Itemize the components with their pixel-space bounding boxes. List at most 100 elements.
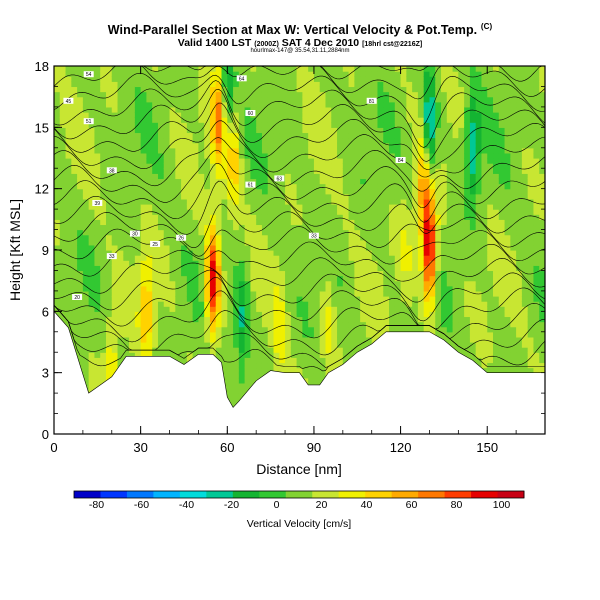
heat-cell [256, 239, 263, 246]
heat-cell [365, 285, 373, 292]
heat-cell [198, 321, 205, 328]
heat-cell [105, 127, 113, 134]
heat-cell [204, 265, 211, 272]
heat-cell [134, 132, 142, 139]
heat-cell [117, 209, 124, 215]
heat-cell [365, 234, 373, 241]
heat-cell [169, 336, 176, 343]
heat-cell [296, 183, 303, 190]
heat-cell [209, 290, 217, 297]
heat-cell [244, 270, 251, 277]
heat-cell [227, 137, 234, 144]
heat-cell [250, 352, 257, 358]
heat-cell [82, 101, 90, 108]
heat-cell [412, 204, 419, 210]
heat-cell [319, 326, 327, 333]
heat-cell [308, 214, 315, 220]
heat-cell [221, 301, 228, 307]
heat-cell [406, 239, 413, 246]
heat-cell [354, 147, 361, 154]
heat-cell [129, 270, 136, 277]
heat-cell [123, 336, 130, 343]
heat-cell [221, 367, 228, 374]
heat-cell [279, 152, 286, 159]
heat-cell [279, 275, 286, 282]
heat-cell [423, 219, 431, 226]
heat-cell [238, 250, 246, 256]
heat-cell [313, 81, 321, 88]
valid-forecast: [18hrl cst@2216Z] [362, 41, 423, 48]
heat-cell [227, 321, 234, 328]
heat-cell [267, 204, 275, 210]
heat-cell [446, 265, 454, 272]
heat-cell [371, 244, 379, 251]
heat-cell [54, 280, 61, 287]
heat-cell [175, 301, 182, 307]
heat-cell [406, 255, 413, 261]
heat-cell [441, 306, 448, 312]
heat-cell [215, 142, 223, 149]
heat-cell [175, 193, 182, 200]
heat-cell [238, 306, 246, 312]
heat-cell [82, 316, 90, 323]
heat-cell [348, 224, 355, 231]
heat-cell [157, 193, 165, 200]
heat-cell [417, 204, 425, 210]
heat-cell [267, 239, 275, 246]
heat-cell [163, 285, 171, 292]
heat-cell [175, 285, 182, 292]
heat-cell [308, 81, 315, 88]
heat-cell [129, 193, 136, 200]
heat-cell [290, 178, 298, 185]
heat-cell [360, 265, 367, 272]
heat-cell [227, 275, 234, 282]
heat-cell [88, 101, 96, 108]
heat-cell [348, 306, 355, 312]
chart-title-text: Wind-Parallel Section at Max W: Vertical… [107, 23, 478, 38]
heat-cell [435, 178, 442, 185]
heat-cell [337, 147, 344, 154]
heat-cell [290, 296, 298, 302]
heat-cell [429, 321, 436, 328]
heat-cell [296, 239, 303, 246]
heat-cell [215, 122, 223, 128]
heat-cell [134, 76, 142, 82]
heat-cell [441, 260, 448, 266]
heat-cell [308, 347, 315, 353]
heat-cell [441, 316, 448, 323]
heat-cell [186, 255, 194, 261]
heat-cell [146, 152, 153, 159]
heat-cell [302, 362, 309, 369]
heat-cell [123, 173, 130, 180]
heat-cell [82, 326, 90, 333]
heat-cell [319, 193, 327, 200]
heat-cell [175, 71, 182, 77]
heat-cell [371, 301, 379, 307]
heat-cell [412, 106, 419, 113]
heat-cell [117, 311, 124, 318]
heat-cell [296, 265, 303, 272]
heat-cell [100, 219, 107, 226]
heat-cell [111, 234, 119, 241]
heat-cell [302, 173, 309, 180]
heat-cell [129, 152, 136, 159]
heat-cell [441, 158, 448, 164]
heat-cell [227, 280, 234, 287]
heat-cell [377, 214, 384, 220]
heat-cell [111, 132, 119, 139]
heat-cell [157, 285, 165, 292]
heat-cell [423, 280, 431, 287]
heat-cell [209, 255, 217, 261]
heat-cell [146, 193, 153, 200]
heat-cell [342, 71, 350, 77]
heat-cell [117, 173, 124, 180]
heat-cell [383, 76, 390, 82]
heat-cell [348, 275, 355, 282]
heat-cell [204, 71, 211, 77]
heat-cell [279, 316, 286, 323]
heat-cell [134, 173, 142, 180]
heat-cell [319, 347, 327, 353]
heat-cell [244, 367, 251, 374]
heat-cell [181, 76, 188, 82]
heat-cell [238, 357, 246, 364]
